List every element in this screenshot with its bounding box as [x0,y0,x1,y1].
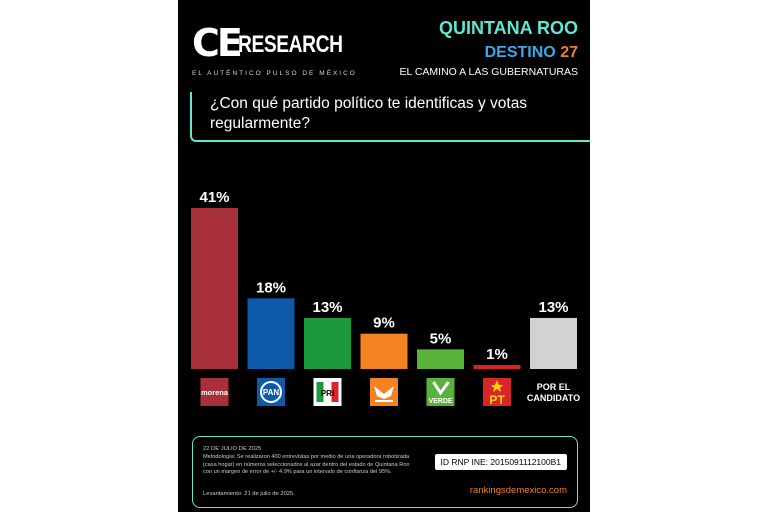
brand-logo-research: RESEARCH [238,31,343,58]
poster: CE RESEARCH EL AUTÉNTICO PULSO DE MÉXICO… [178,0,590,512]
brand-logo-ce: CE [192,21,243,65]
pan-logo-icon: PAN [257,378,285,406]
data-label-mc: 9% [373,315,395,332]
verde-logo-icon: VERDE [426,378,455,406]
svg-text:PRI: PRI [321,389,334,398]
bar-por-el-candidato [530,317,577,369]
data-label-por-el-candidato: 13% [538,299,568,316]
pt-logo-icon: PT [483,378,511,407]
footer-url[interactable]: rankingsdemexico.com [469,485,567,496]
brand-tagline: EL AUTÉNTICO PULSO DE MÉXICO [192,70,357,77]
svg-text:PT: PT [489,393,505,407]
data-label-pt: 1% [486,346,508,363]
data-label-pan: 18% [256,279,286,296]
bar-morena [191,208,238,369]
footer-date: 22 DE JULIO DE 2025 [203,446,262,452]
question-text: ¿Con qué partido político te identificas… [210,95,528,132]
data-label-morena: 41% [199,189,229,206]
bar-mc [360,333,408,369]
svg-text:CANDIDATO: CANDIDATO [527,393,580,403]
svg-text:VERDE: VERDE [428,398,452,405]
movimiento-ciudadano-logo-icon [370,378,398,406]
svg-text:POR EL: POR EL [537,382,571,392]
header-subtitle: EL CAMINO A LAS GUBERNATURAS [399,66,578,78]
bar-pt [473,365,521,369]
footer-methodology: Metodología: Se realizaron 400 entrevist… [203,454,410,476]
destino-number: 27 [560,44,578,61]
destino-word: DESTINO [484,44,556,61]
footer-id-rnp: ID RNP INE: 2015091112100B1 [434,454,567,470]
svg-text:PAN: PAN [263,388,280,397]
header-state: QUINTANA ROO [439,18,578,38]
bar-pri [304,317,351,369]
svg-text:morena: morena [201,388,229,397]
bar-pan [247,298,295,369]
bar-chart: 41% 18% 13% 9% 5% 1% 13% morena PAN PRI VERDE PT PO… [191,189,580,407]
bars-group: 41% 18% 13% 9% 5% 1% 13% [191,189,577,369]
footer-levantamiento: Levantamiento: 21 de julio de 2025. [203,491,295,497]
bar-verde [417,349,464,369]
footer-box: 22 DE JULIO DE 2025 Metodología: Se real… [192,436,578,508]
header-destino: DESTINO 27 [485,44,578,62]
question-box: ¿Con qué partido político te identificas… [190,92,590,142]
data-label-pri: 13% [312,299,342,316]
morena-logo-icon: morena [200,378,229,406]
pri-logo-icon: PRI [313,378,342,406]
data-label-verde: 5% [430,330,452,347]
